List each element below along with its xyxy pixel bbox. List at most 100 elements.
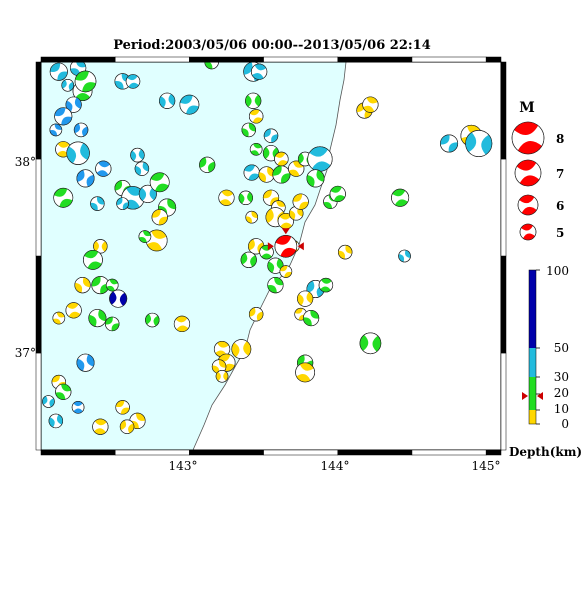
depth-scale: 100 50 30 20 10 0 Depth(km): [509, 264, 582, 459]
event-beachball: [65, 96, 82, 113]
depth-scale-label: Depth(km): [509, 445, 582, 459]
event-beachball: [42, 395, 55, 408]
map-title: Period:2003/05/06 00:00--2013/05/06 22:1…: [113, 38, 431, 53]
event-beachball: [307, 146, 333, 172]
event-beachball: [95, 160, 112, 177]
depth-marker-arrows: [522, 392, 543, 400]
event-beachball: [391, 188, 410, 207]
depth-band-shallow: [529, 410, 536, 424]
event-beachball: [66, 141, 90, 165]
events-layer: [42, 62, 493, 435]
event-beachball: [362, 96, 379, 113]
lon-label-145: 145°: [472, 459, 501, 473]
event-beachball: [288, 160, 305, 177]
event-beachball: [306, 169, 325, 188]
event-beachball: [92, 418, 109, 435]
magnitude-label-6: 6: [556, 199, 564, 213]
event-beachball: [279, 265, 293, 278]
event-beachball: [248, 307, 264, 322]
magnitude-legend-ball: [519, 223, 537, 241]
event-beachball: [267, 257, 284, 274]
event-beachball: [145, 312, 160, 328]
event-beachball: [114, 73, 131, 90]
event-beachball: [54, 107, 73, 126]
frame-ticks: [35, 56, 507, 456]
event-beachball: [53, 187, 74, 208]
depth-band-mid: [529, 377, 536, 410]
event-beachball: [238, 190, 253, 206]
event-beachball: [258, 166, 275, 183]
depth-tick-100: 100: [546, 264, 569, 278]
event-beachball: [302, 309, 320, 327]
event-beachball: [55, 383, 72, 400]
event-beachball: [83, 249, 103, 270]
current-event-beachball: [274, 235, 298, 258]
lat-label-38: 38°: [15, 155, 36, 169]
map-frame: [35, 56, 507, 456]
event-beachball: [245, 92, 262, 109]
event-beachball: [129, 412, 146, 430]
magnitude-label-8: 8: [556, 132, 564, 146]
event-beachball: [138, 230, 152, 243]
event-beachball: [329, 185, 346, 203]
event-beachball: [359, 332, 382, 355]
event-beachball: [74, 70, 97, 93]
event-beachball: [149, 172, 170, 193]
event-beachball: [272, 165, 291, 184]
lat-label-37: 37°: [15, 346, 36, 360]
depth-band-deep: [529, 348, 536, 377]
event-beachball: [119, 419, 135, 434]
event-beachball: [398, 249, 411, 263]
event-beachball: [73, 122, 89, 138]
event-beachball: [267, 277, 284, 294]
magnitude-legend: M 8 7 6 5: [511, 100, 564, 241]
depth-tick-30: 30: [554, 370, 569, 384]
depth-ticks: [536, 269, 540, 425]
event-beachball: [74, 277, 91, 294]
event-beachball: [318, 277, 334, 293]
event-beachball: [48, 413, 64, 429]
frame-bars-side: [35, 61, 507, 451]
event-beachball: [295, 362, 316, 383]
frame-bars-top: [40, 56, 502, 456]
event-beachball: [71, 401, 85, 414]
event-beachball: [173, 315, 191, 333]
event-beachball: [249, 143, 263, 156]
event-beachball: [115, 400, 130, 415]
magnitude-legend-ball: [514, 159, 542, 187]
event-beachball: [76, 353, 95, 372]
event-beachball: [241, 122, 256, 138]
event-beachball: [231, 339, 252, 360]
event-beachball: [440, 134, 459, 153]
event-beachball: [109, 289, 128, 308]
event-beachball: [105, 316, 120, 332]
event-beachball: [93, 239, 108, 254]
event-beachball: [245, 210, 259, 224]
event-beachball: [240, 251, 257, 268]
depth-scale-border: [528, 269, 537, 425]
event-beachball: [151, 209, 168, 226]
depth-tick-20: 20: [554, 386, 569, 400]
depth-tick-0: 0: [561, 417, 569, 431]
event-beachball: [65, 302, 82, 319]
magnitude-label-5: 5: [556, 226, 564, 240]
magnitude-legend-title: M: [519, 100, 535, 116]
current-event-marker: [267, 228, 304, 251]
depth-tick-10: 10: [554, 402, 569, 416]
event-beachball: [179, 94, 200, 115]
event-beachball: [213, 341, 231, 358]
event-beachball: [145, 229, 168, 252]
event-beachball: [52, 311, 66, 325]
event-beachball: [76, 169, 95, 188]
event-beachball: [337, 244, 353, 260]
event-beachball: [292, 193, 309, 210]
event-beachball: [105, 278, 119, 292]
event-beachball: [134, 161, 150, 176]
event-beachball: [138, 184, 157, 203]
event-beachball: [204, 62, 219, 70]
event-beachball: [61, 78, 75, 92]
event-beachball: [130, 147, 145, 163]
event-beachball: [159, 92, 176, 109]
magnitude-legend-ball: [511, 121, 545, 155]
event-beachball: [116, 197, 129, 210]
